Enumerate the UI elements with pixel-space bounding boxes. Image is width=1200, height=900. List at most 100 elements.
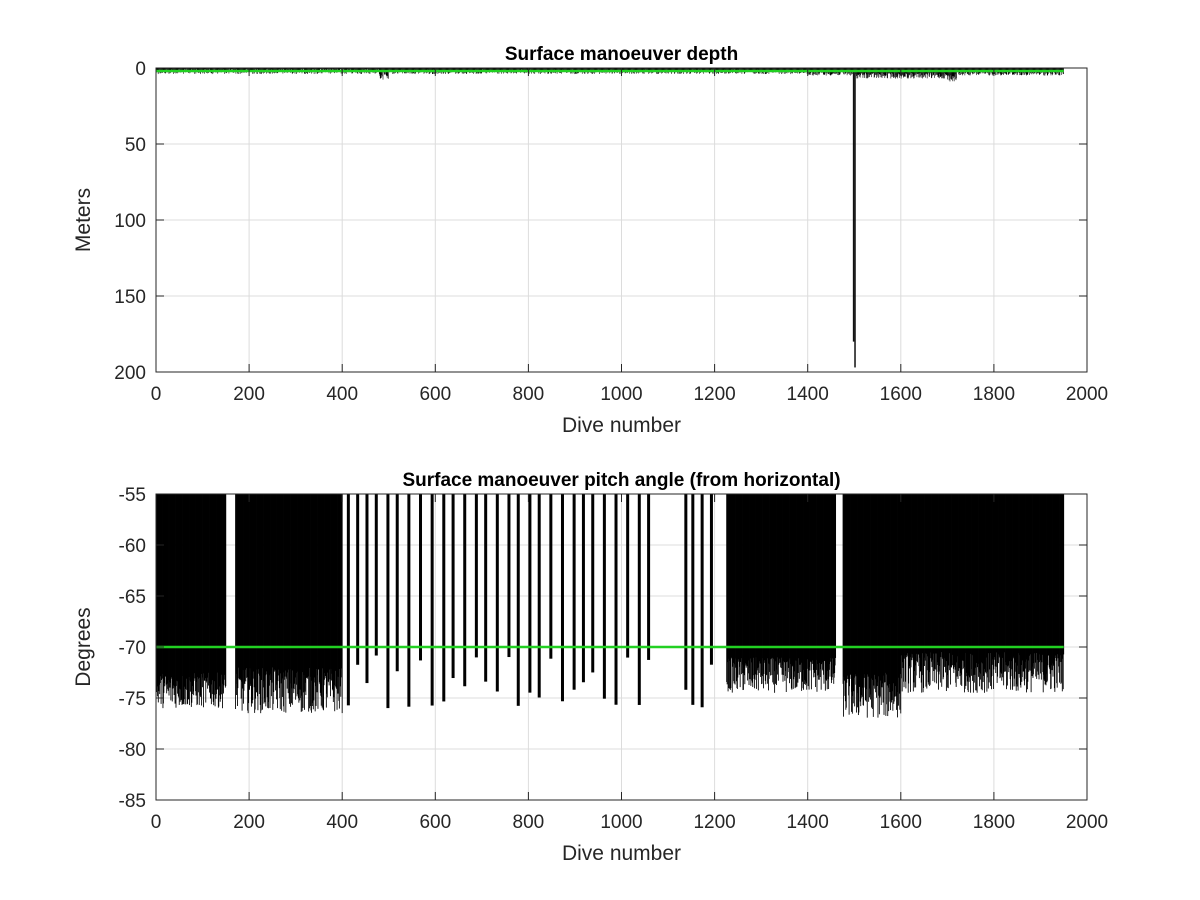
depth-bar — [787, 68, 788, 70]
depth-bar — [662, 68, 664, 72]
depth-bar — [511, 68, 513, 71]
depth-bar — [222, 68, 224, 71]
depth-bar — [588, 68, 590, 71]
depth-bar — [500, 68, 501, 70]
pitch-bar — [242, 494, 244, 671]
depth-bar — [413, 68, 415, 70]
pitch-bar — [755, 494, 757, 658]
depth-bar — [706, 68, 707, 71]
depth-bar — [733, 68, 735, 71]
depth-bar — [878, 68, 880, 78]
depth-bar — [646, 68, 647, 70]
pitch-bar — [1011, 494, 1013, 670]
depth-bar — [556, 68, 557, 72]
pitch-bar — [877, 494, 878, 686]
pitch-bar — [815, 494, 817, 660]
depth-bar — [609, 68, 611, 70]
depth-bar — [947, 68, 948, 80]
depth-bar — [760, 68, 761, 72]
x-tick-label: 1600 — [880, 812, 922, 833]
pitch-bar — [810, 494, 812, 661]
depth-bar — [752, 68, 754, 71]
pitch-bar — [728, 494, 730, 689]
pitch-bar — [780, 494, 782, 669]
depth-bar — [630, 68, 632, 70]
pitch-bar — [1051, 494, 1053, 666]
depth-bar — [489, 68, 491, 70]
depth-bar — [517, 68, 518, 70]
pitch-bar — [314, 494, 316, 678]
pitch-bar — [1044, 494, 1046, 681]
pitch-bar — [786, 494, 788, 663]
pitch-bar — [767, 494, 769, 684]
pitch-bar — [1038, 494, 1039, 663]
depth-bar — [335, 68, 336, 70]
pitch-bar — [1027, 494, 1029, 661]
depth-bar — [424, 68, 426, 72]
depth-bar — [578, 68, 580, 70]
pitch-bar — [1055, 494, 1057, 659]
pitch-bar — [855, 494, 857, 675]
depth-bar — [756, 68, 757, 71]
depth-bar — [200, 68, 202, 72]
depth-bar — [588, 68, 590, 72]
depth-bar — [336, 68, 337, 70]
pitch-bar — [326, 494, 328, 698]
depth-bar — [682, 68, 683, 72]
pitch-bar — [222, 494, 223, 709]
depth-bar — [223, 68, 225, 70]
pitch-bar — [265, 494, 267, 707]
x-tick-label: 1800 — [973, 812, 1015, 833]
pitch-bar — [974, 494, 976, 668]
depth-bar — [415, 68, 417, 71]
pitch-bar — [237, 494, 239, 689]
depth-bar — [621, 68, 623, 72]
depth-bar — [938, 68, 939, 78]
depth-bar — [559, 68, 561, 71]
pitch-bar — [1053, 494, 1054, 666]
depth-bar — [579, 68, 581, 71]
pitch-bar — [917, 494, 919, 654]
pitch-bar — [329, 494, 331, 670]
pitch-bar — [277, 494, 279, 682]
pitch-bar — [738, 494, 740, 675]
pitch-bar — [198, 494, 200, 705]
depth-bar — [627, 68, 629, 71]
pitch-bar — [311, 494, 313, 707]
depth-bar — [552, 68, 553, 71]
pitch-bar — [213, 494, 215, 706]
depth-bar — [250, 68, 251, 71]
depth-bar — [273, 68, 274, 71]
pitch-bar — [203, 494, 204, 708]
depth-bar — [181, 68, 183, 71]
depth-bar — [626, 68, 627, 72]
depth-bar — [569, 68, 571, 70]
pitch-bar — [1016, 494, 1018, 687]
pitch-bar — [206, 494, 208, 682]
depth-bar — [768, 68, 769, 71]
pitch-bar — [339, 494, 341, 687]
pitch-bar — [998, 494, 999, 664]
pitch-bar — [921, 494, 923, 676]
pitch-bar — [895, 494, 897, 697]
pitch-bar — [243, 494, 245, 684]
pitch-bar — [259, 494, 261, 705]
pitch-bar — [805, 494, 807, 682]
pitch-bar — [1037, 494, 1039, 672]
pitch-bar — [1009, 494, 1011, 668]
pitch-bar — [306, 494, 308, 678]
pitch-bar — [899, 494, 901, 675]
pitch-bar — [183, 494, 185, 705]
depth-bar — [793, 68, 795, 70]
pitch-bar — [430, 494, 434, 706]
depth-bar — [782, 68, 783, 71]
pitch-bar — [868, 494, 870, 689]
pitch-bar — [973, 494, 975, 675]
pitch-bar — [283, 494, 285, 712]
depth-bar — [245, 68, 246, 70]
depth-bar — [542, 68, 544, 72]
pitch-bar — [946, 494, 948, 662]
pitch-bar — [815, 494, 817, 688]
depth-bar — [1007, 68, 1008, 72]
pitch-bar — [216, 494, 218, 690]
